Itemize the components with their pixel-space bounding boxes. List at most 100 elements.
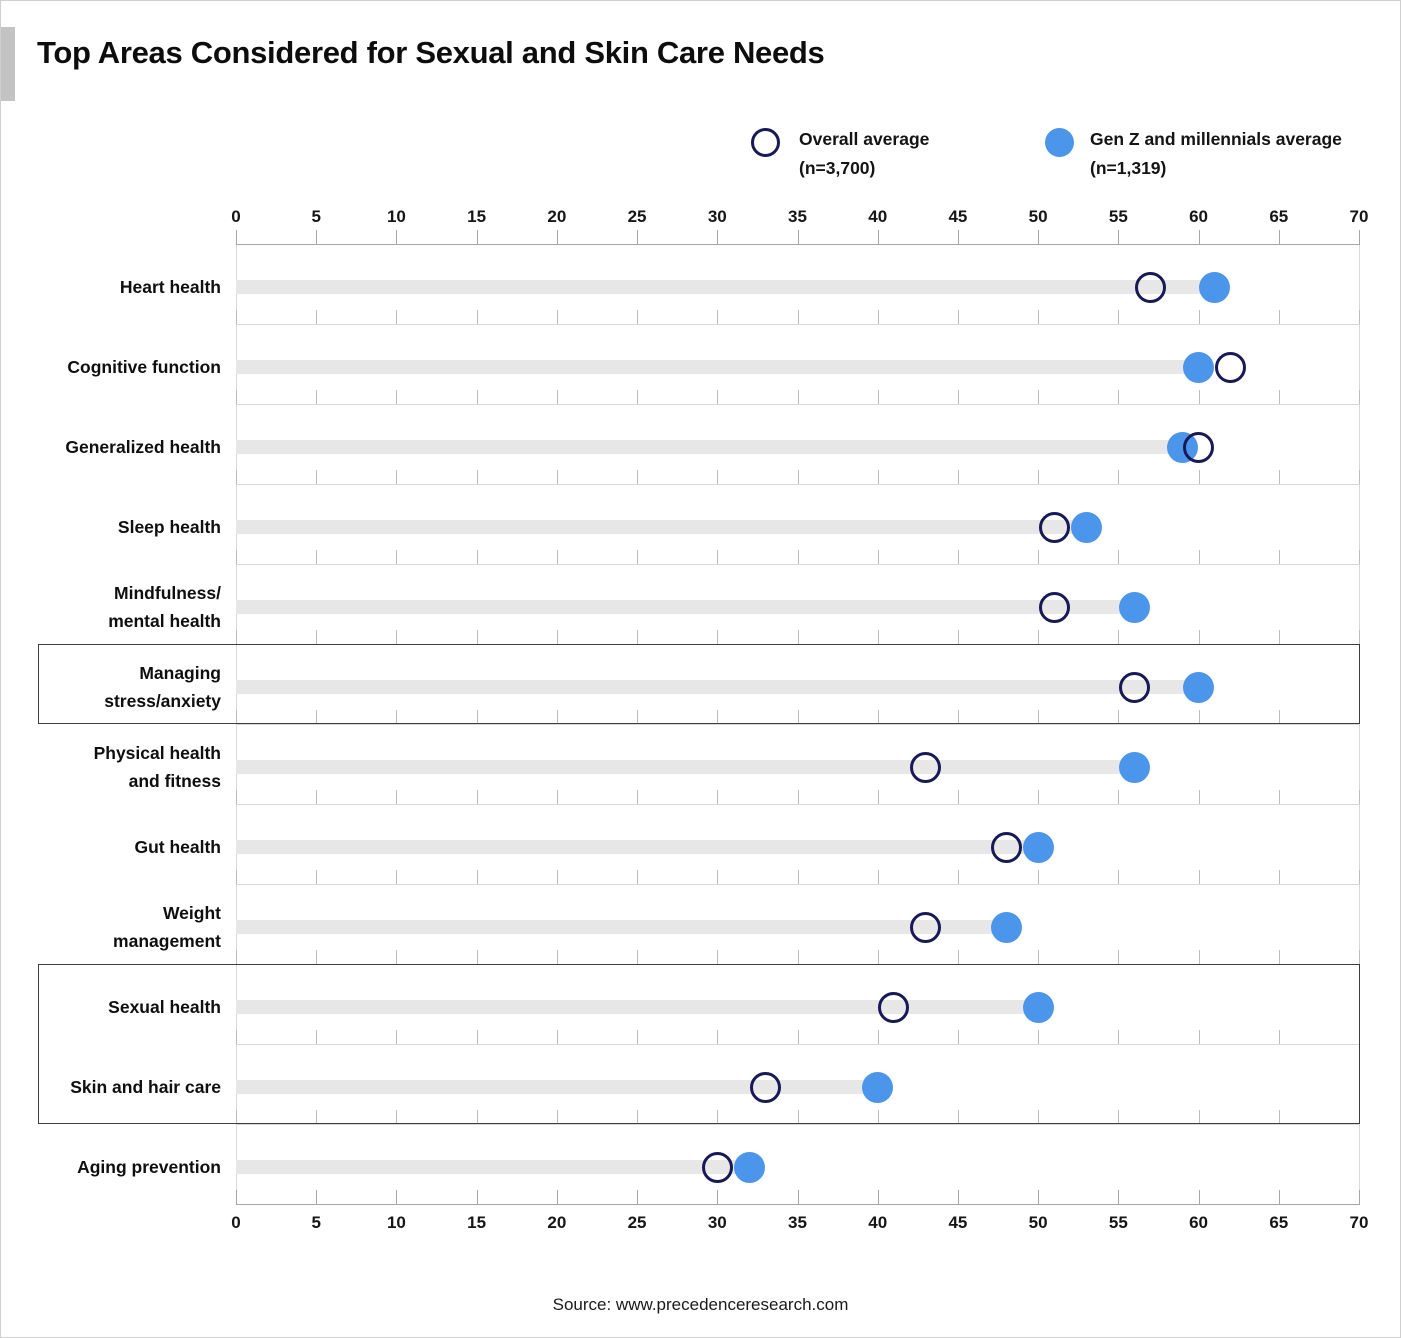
grid-tick [1278,390,1280,404]
axis-tick-label-top: 60 [1189,207,1209,226]
category-label: Mindfulness/mental health [108,583,221,631]
grid-tick [877,470,879,484]
grid-tick [1198,950,1200,964]
axis-tick-label-bottom: 10 [386,1213,406,1232]
grid-tick [1278,790,1280,804]
overall-marker [1134,271,1166,303]
grid-tick [396,230,398,244]
grid-tick [316,310,318,324]
genz-marker [1118,591,1150,623]
grid-tick [556,790,558,804]
axis-tick-label-top: 15 [467,207,487,226]
grid-tick [957,230,959,244]
grid-tick [1038,1110,1040,1124]
grid-tick [637,950,639,964]
axis-tick-label-bottom: 30 [707,1213,727,1232]
grid-tick [1118,710,1120,724]
grid-tick [1118,790,1120,804]
grid-tick [556,710,558,724]
row-separator [236,564,1360,565]
row-separator [236,484,1360,485]
row-separator [236,964,1360,965]
grid-tick [1359,390,1360,404]
grid-tick [637,550,639,564]
grid-tick [316,1030,318,1044]
legend-overall-open-circle-icon [751,128,780,157]
track-bar [236,280,1215,294]
axis-tick-label-top: 10 [386,207,406,226]
grid-tick [1278,1190,1280,1204]
grid-tick [1038,950,1040,964]
track-bar [236,520,1087,534]
grid-tick [1038,310,1040,324]
grid-tick [316,630,318,644]
grid-tick [476,230,478,244]
grid-tick [476,1030,478,1044]
grid-tick [316,870,318,884]
category-label: Gut health [134,837,221,857]
genz-marker [862,1071,894,1103]
grid-tick [797,950,799,964]
axis-tick-label-top: 50 [1028,207,1048,226]
grid-tick [637,870,639,884]
grid-tick [1038,230,1040,244]
grid-tick [957,1110,959,1124]
row-separator [236,324,1360,325]
grid-tick [476,710,478,724]
grid-tick [316,550,318,564]
category-label: Heart health [119,277,221,297]
grid-tick [1118,550,1120,564]
grid-tick [877,630,879,644]
grid-tick [476,630,478,644]
axis-tick-label-bottom: 0 [231,1213,241,1232]
grid-tick [396,790,398,804]
grid-tick [877,1030,879,1044]
grid-tick [236,790,237,804]
grid-tick [797,310,799,324]
grid-tick [1359,550,1360,564]
grid-tick [957,1030,959,1044]
axis-tick-label-bottom: 55 [1108,1213,1128,1232]
overall-marker [701,1151,733,1183]
track-bar [236,1160,750,1174]
axis-tick-label-bottom: 60 [1189,1213,1209,1232]
grid-tick [1118,390,1120,404]
grid-tick [476,1110,478,1124]
grid-tick [717,390,719,404]
legend-overall-label: Overall average (n=3,700) [799,125,929,183]
grid-tick [1198,1110,1200,1124]
grid-tick [236,230,237,244]
genz-marker [733,1151,765,1183]
grid-tick [1278,630,1280,644]
grid-tick [1118,950,1120,964]
grid-tick [556,230,558,244]
grid-tick [1038,550,1040,564]
overall-marker [990,831,1022,863]
grid-tick [1038,710,1040,724]
grid-tick [556,870,558,884]
category-label: Sleep health [117,517,221,537]
grid-tick [877,790,879,804]
axis-tick-label-top: 5 [311,207,321,226]
grid-tick [717,790,719,804]
grid-tick [396,1190,398,1204]
grid-tick [1359,1030,1360,1044]
grid-tick [717,950,719,964]
category-label: Aging prevention [77,1157,221,1177]
grid-tick [1198,790,1200,804]
axis-tick-label-top: 70 [1349,207,1369,226]
grid-tick [316,950,318,964]
grid-tick [316,1190,318,1204]
grid-tick [236,390,237,404]
grid-tick [1278,710,1280,724]
grid-tick [1278,1110,1280,1124]
grid-tick [1118,470,1120,484]
category-label: Skin and hair care [70,1077,221,1097]
grid-tick [717,630,719,644]
grid-tick [637,230,639,244]
grid-tick [1038,390,1040,404]
category-label: Managing stress/anxiety [104,663,221,711]
grid-tick [556,310,558,324]
grid-tick [396,630,398,644]
grid-tick [877,230,879,244]
